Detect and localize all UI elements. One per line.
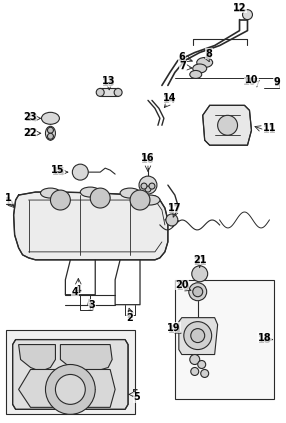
Text: 22: 22: [23, 128, 36, 138]
Circle shape: [166, 214, 178, 226]
Circle shape: [218, 115, 238, 135]
Text: 16: 16: [141, 153, 155, 163]
Text: 9: 9: [274, 78, 281, 88]
Text: 23: 23: [23, 113, 36, 122]
Text: 7: 7: [179, 61, 186, 71]
Ellipse shape: [120, 188, 140, 198]
Polygon shape: [179, 318, 218, 354]
Text: 13: 13: [102, 77, 116, 86]
Text: 4: 4: [72, 287, 79, 297]
Text: 14: 14: [163, 93, 177, 103]
Text: 1: 1: [5, 197, 12, 207]
Circle shape: [149, 183, 155, 189]
Text: 5: 5: [132, 390, 138, 399]
Circle shape: [191, 368, 199, 376]
Circle shape: [184, 321, 212, 349]
Circle shape: [47, 133, 53, 139]
Text: 10: 10: [243, 77, 256, 88]
Circle shape: [198, 360, 206, 368]
Text: 18: 18: [258, 335, 271, 345]
Text: 14: 14: [163, 95, 177, 105]
Bar: [6, 330, 135, 415]
Polygon shape: [60, 345, 112, 374]
Circle shape: [50, 190, 70, 210]
Text: 7: 7: [179, 63, 186, 72]
Circle shape: [96, 88, 104, 96]
Ellipse shape: [193, 64, 207, 73]
Text: 17: 17: [168, 203, 182, 213]
Circle shape: [145, 186, 151, 192]
Circle shape: [45, 365, 95, 415]
Text: 20: 20: [176, 282, 190, 292]
Text: 2: 2: [127, 313, 134, 323]
Text: 16: 16: [141, 155, 155, 165]
Text: 11: 11: [263, 125, 276, 135]
Text: 21: 21: [193, 257, 206, 267]
Polygon shape: [19, 345, 55, 371]
Text: 8: 8: [205, 49, 212, 58]
Text: 6: 6: [178, 53, 185, 63]
Text: 3: 3: [87, 303, 94, 313]
Circle shape: [141, 183, 147, 189]
Circle shape: [193, 287, 203, 297]
Ellipse shape: [197, 58, 213, 68]
Circle shape: [139, 176, 157, 194]
Text: 1: 1: [5, 193, 12, 203]
Ellipse shape: [190, 71, 202, 78]
Text: 15: 15: [52, 167, 65, 177]
Circle shape: [130, 190, 150, 210]
Circle shape: [243, 10, 253, 19]
Text: 8: 8: [204, 50, 211, 60]
Text: 5: 5: [134, 393, 140, 402]
Ellipse shape: [41, 113, 59, 124]
Text: 2: 2: [127, 310, 134, 320]
Circle shape: [72, 164, 88, 180]
Text: 9: 9: [274, 77, 281, 88]
Text: 19: 19: [167, 323, 180, 332]
Circle shape: [191, 329, 205, 343]
Circle shape: [190, 354, 200, 365]
Text: 17: 17: [168, 205, 182, 215]
Circle shape: [55, 374, 85, 404]
Text: 4: 4: [75, 285, 82, 295]
Polygon shape: [14, 192, 168, 260]
Ellipse shape: [80, 187, 100, 197]
Polygon shape: [203, 105, 251, 145]
Text: 10: 10: [245, 75, 258, 85]
Text: 15: 15: [51, 165, 64, 175]
Text: 20: 20: [175, 280, 188, 290]
Text: 13: 13: [102, 78, 116, 88]
Text: 3: 3: [89, 299, 96, 310]
Polygon shape: [19, 369, 115, 407]
Text: 11: 11: [263, 123, 276, 133]
Text: 21: 21: [193, 255, 206, 265]
Circle shape: [192, 266, 208, 282]
Text: 19: 19: [168, 324, 182, 335]
Bar: [100, 88, 118, 96]
Ellipse shape: [140, 195, 160, 205]
Bar: [175, 280, 274, 399]
Ellipse shape: [41, 188, 60, 198]
Circle shape: [90, 188, 110, 208]
Polygon shape: [13, 340, 128, 409]
Text: 22: 22: [24, 128, 37, 138]
Text: 12: 12: [233, 4, 246, 14]
Text: 12: 12: [233, 3, 246, 13]
Circle shape: [47, 127, 53, 133]
Circle shape: [189, 283, 207, 301]
Ellipse shape: [45, 126, 55, 140]
Text: 6: 6: [178, 52, 185, 61]
Text: 18: 18: [258, 332, 271, 343]
Circle shape: [201, 369, 209, 377]
Circle shape: [114, 88, 122, 96]
Text: 23: 23: [24, 113, 37, 124]
